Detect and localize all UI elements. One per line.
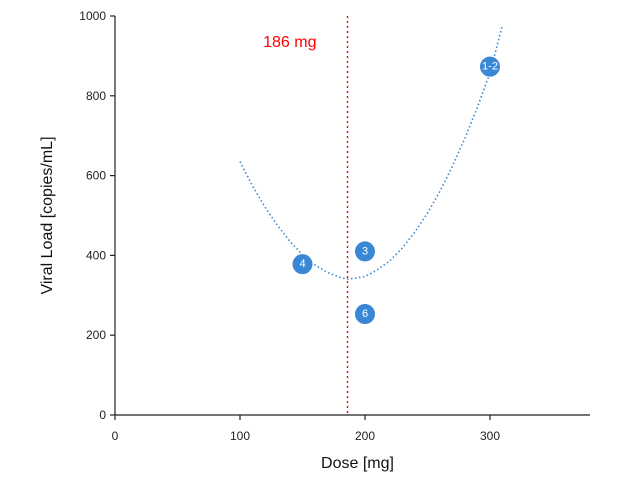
x-tick-label: 300 <box>480 429 500 443</box>
data-point-label: 1-2 <box>482 61 498 73</box>
y-tick-label: 600 <box>86 169 106 183</box>
reference-line-label: 186 mg <box>263 34 316 51</box>
y-ticks: 0 200 400 600 800 1000 <box>79 9 115 422</box>
y-tick-label: 0 <box>99 408 106 422</box>
x-tick-label: 100 <box>230 429 250 443</box>
y-tick-label: 200 <box>86 328 106 342</box>
y-axis-title: Viral Load [copies/mL] <box>39 136 56 294</box>
x-tick-label: 200 <box>355 429 375 443</box>
axes: 0 200 400 600 800 1000 0 100 200 300 <box>79 9 590 443</box>
y-tick-label: 400 <box>86 248 106 262</box>
data-point <box>354 303 376 326</box>
data-points: 4 3 6 1-2 <box>291 55 501 326</box>
data-point-label: 4 <box>299 258 305 270</box>
data-point <box>479 55 501 78</box>
data-point-label: 6 <box>362 308 368 320</box>
y-tick-label: 800 <box>86 89 106 103</box>
data-point-label: 3 <box>362 245 368 257</box>
trendline <box>239 24 504 280</box>
data-point <box>291 253 314 276</box>
x-ticks: 0 100 200 300 <box>112 415 500 443</box>
data-point <box>354 240 376 263</box>
y-tick-label: 1000 <box>79 9 106 23</box>
x-tick-label: 0 <box>112 429 119 443</box>
x-axis-title: Dose [mg] <box>321 455 394 472</box>
